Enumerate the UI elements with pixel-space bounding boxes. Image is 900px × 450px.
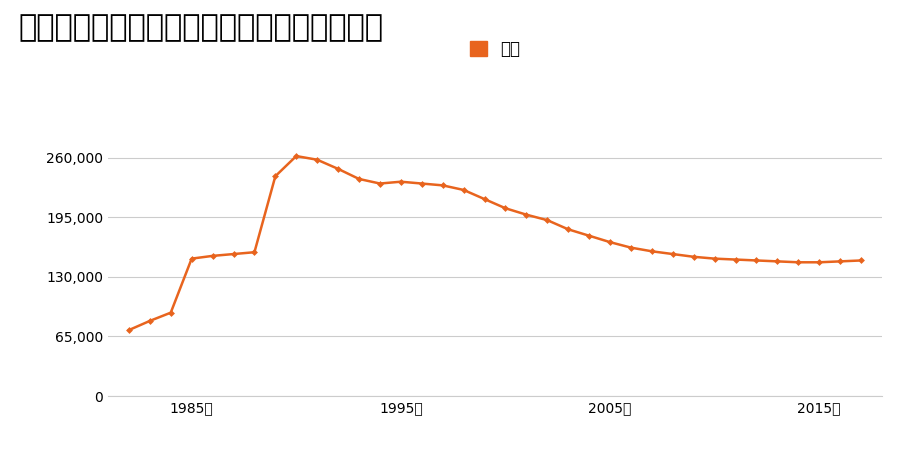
Text: 神奈川県平塚市上平塚２６８番１の地価推移: 神奈川県平塚市上平塚２６８番１の地価推移 [18,14,383,42]
Legend: 価格: 価格 [464,34,526,65]
